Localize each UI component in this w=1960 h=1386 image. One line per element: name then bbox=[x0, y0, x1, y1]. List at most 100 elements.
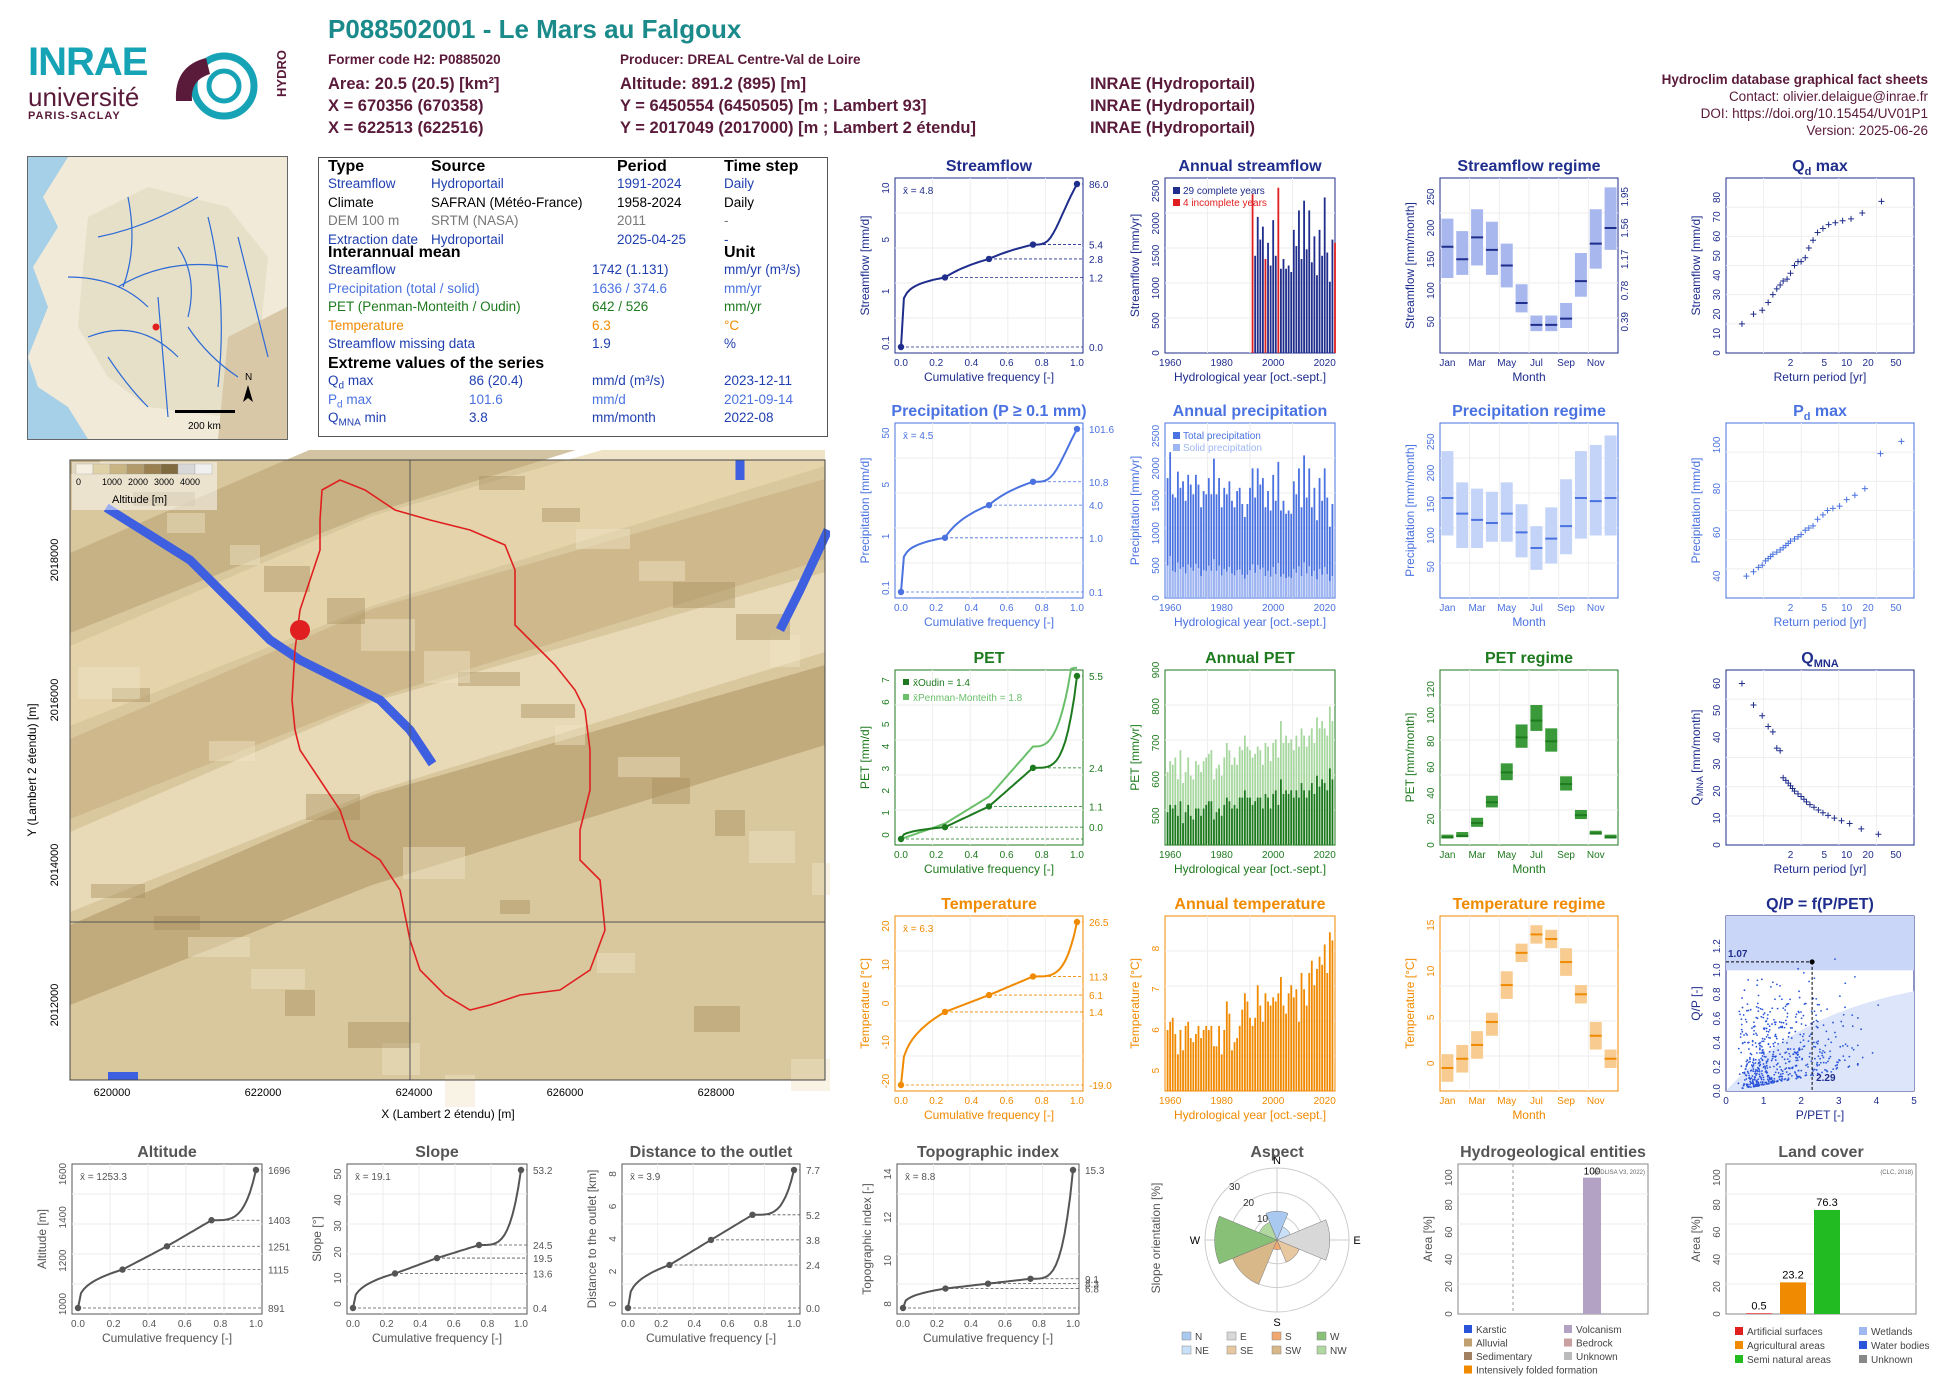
scatter-point bbox=[1877, 1004, 1880, 1007]
x-tick-label: 1.0 bbox=[1070, 850, 1084, 861]
x-tick-label: 2000 bbox=[1262, 358, 1285, 369]
bar bbox=[1285, 268, 1287, 353]
scatter-point bbox=[1743, 573, 1750, 580]
scatter-point bbox=[1822, 1049, 1824, 1052]
y-tick-label: 8 bbox=[608, 1171, 619, 1177]
bar-oudin bbox=[1290, 790, 1293, 845]
y-tick-label: 1 bbox=[881, 810, 892, 816]
x-tick-label: 2020 bbox=[1314, 1096, 1337, 1107]
box bbox=[1560, 303, 1573, 328]
scatter-point bbox=[1767, 1023, 1769, 1026]
quantile-label: 1115 bbox=[268, 1266, 289, 1277]
bar-oudin bbox=[1298, 797, 1300, 845]
legend-entry: Agricultural areas bbox=[1747, 1341, 1825, 1352]
x-tick-label: 1980 bbox=[1211, 358, 1234, 369]
y-tick-label: 100 bbox=[1426, 282, 1437, 299]
bar bbox=[1213, 458, 1215, 598]
scatter-point bbox=[1856, 1064, 1859, 1066]
scatter-point bbox=[1787, 1073, 1790, 1076]
basin-map: 0 1000 2000 3000 4000 Altitude [m] 620000 62200… bbox=[0, 293, 850, 1130]
y-axis-label: PET [mm/yr] bbox=[1128, 724, 1142, 790]
scatter-point bbox=[1792, 1053, 1795, 1055]
scatter-point bbox=[1739, 1013, 1742, 1016]
chart-title: Topographic index bbox=[917, 1144, 1059, 1161]
table-cell-date: 2023-12-11 bbox=[724, 373, 793, 388]
bar bbox=[1267, 1001, 1269, 1091]
y-tick-label: 20 bbox=[1712, 1281, 1723, 1293]
table-cell-period: 2025-04-25 bbox=[617, 231, 687, 247]
quantile-label: 1.2 bbox=[1089, 273, 1103, 284]
scatter-point bbox=[1759, 1007, 1762, 1010]
scatter-point bbox=[1819, 511, 1826, 518]
scatter-point bbox=[1796, 1075, 1798, 1078]
bar bbox=[1197, 1025, 1200, 1091]
scatter-point bbox=[1762, 1076, 1765, 1079]
scatter-point bbox=[1765, 1027, 1768, 1030]
y-tick-label: 10 bbox=[883, 1255, 894, 1267]
bar bbox=[1285, 513, 1287, 598]
scatter-point bbox=[1745, 1032, 1747, 1035]
quantile-label: 13.6 bbox=[533, 1270, 553, 1281]
chart-temp: Temperature 26.5 11.3 6.1 1.4 -19.0 0.0 0.2 0.4 0… bbox=[858, 896, 1112, 1122]
x-axis-label: Return period [yr] bbox=[1774, 370, 1867, 384]
scatter-point bbox=[1793, 1048, 1795, 1051]
y-tick-label: 100 bbox=[1426, 707, 1437, 724]
terrain-band bbox=[70, 665, 825, 1005]
scatter-point bbox=[1806, 801, 1813, 808]
bar-oudin bbox=[1215, 812, 1218, 845]
scatter-point bbox=[1768, 1025, 1771, 1028]
y-tick-label: 12 bbox=[883, 1211, 894, 1223]
terrain-patch bbox=[188, 937, 250, 957]
legend-swatch bbox=[1271, 1331, 1282, 1341]
chart-title: Temperature bbox=[941, 896, 1037, 913]
bar-oudin bbox=[1246, 797, 1249, 845]
bar bbox=[1171, 764, 1174, 845]
y-axis-label: Streamflow [mm/month] bbox=[1403, 202, 1417, 329]
bar bbox=[1254, 753, 1257, 845]
legend-swatch bbox=[1226, 1331, 1237, 1341]
scatter-point bbox=[1763, 1038, 1766, 1041]
y-tick-label: 6 bbox=[1151, 1027, 1162, 1033]
y-tick-label: 50 bbox=[1426, 316, 1437, 328]
scatter-point bbox=[1758, 1084, 1760, 1087]
bar bbox=[1171, 494, 1174, 598]
bar bbox=[1316, 275, 1318, 353]
bar bbox=[1213, 1046, 1215, 1091]
scatter-point bbox=[1825, 1061, 1827, 1064]
bar-solid bbox=[1228, 566, 1231, 598]
bar bbox=[1210, 494, 1213, 598]
table-cell-unit: mm/yr bbox=[724, 280, 762, 296]
bar-oudin bbox=[1274, 790, 1277, 845]
bar bbox=[1272, 220, 1275, 353]
scatter-point bbox=[1769, 551, 1776, 558]
x-tick-label: 2 bbox=[1788, 603, 1794, 614]
scatter-point bbox=[1773, 1021, 1776, 1024]
map-x-label: X (Lambert 2 étendu) [m] bbox=[381, 1107, 514, 1121]
x-axis-label: Month bbox=[1512, 862, 1545, 876]
x-tick-label: 2 bbox=[1798, 1096, 1804, 1107]
scatter-point bbox=[1766, 1074, 1769, 1077]
scatter-point bbox=[1741, 1042, 1744, 1045]
scatter-point bbox=[1758, 1042, 1761, 1045]
scatter-point bbox=[1834, 958, 1836, 960]
x-tick-label: Mar bbox=[1468, 1096, 1486, 1107]
scatter-point bbox=[1784, 276, 1791, 283]
bar bbox=[1176, 471, 1179, 598]
plot-frame bbox=[894, 422, 1084, 599]
bar bbox=[1308, 210, 1311, 353]
source-x: INRAE (Hydroportail) bbox=[1090, 97, 1255, 115]
terrain-patch bbox=[230, 545, 260, 565]
scatter-point bbox=[1737, 1082, 1740, 1085]
y-tick-label: 60 bbox=[1712, 677, 1723, 689]
y-tick-label: 10 bbox=[333, 1272, 344, 1284]
chart-title: Annual streamflow bbox=[1178, 158, 1322, 175]
chart-slope: Slope 53.2 24.5 19.5 13.6 0.4 0.0 0.2 0.4 0.6 0.8 1… bbox=[310, 1144, 553, 1345]
bar bbox=[1305, 746, 1308, 845]
scatter-point bbox=[1752, 1083, 1755, 1086]
scatter-point bbox=[1802, 1033, 1805, 1035]
table-cell-date: 2021-09-14 bbox=[724, 391, 794, 407]
x-tick-label: 0.0 bbox=[896, 1319, 910, 1330]
scatter-point bbox=[1800, 1011, 1802, 1013]
scatter-point bbox=[1846, 820, 1853, 827]
scatter-point bbox=[1762, 1027, 1765, 1030]
